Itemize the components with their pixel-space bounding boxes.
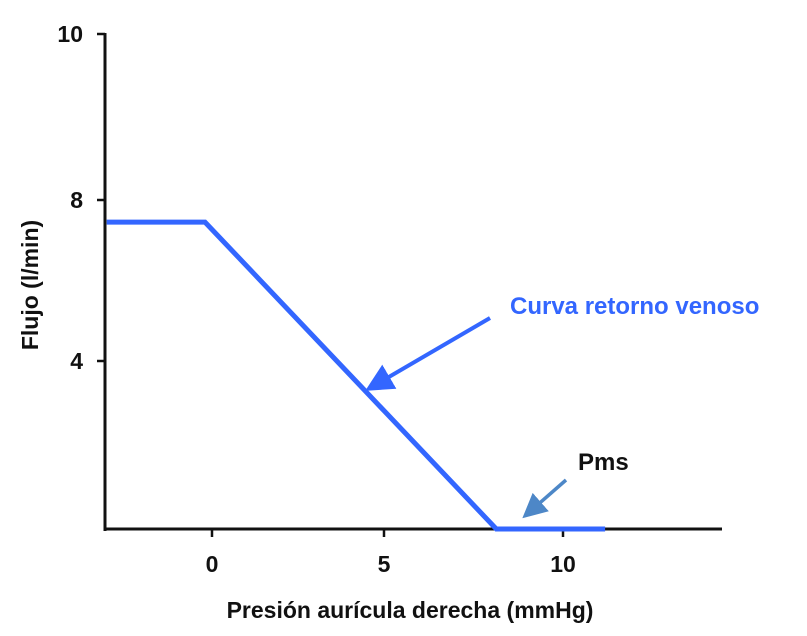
x-tick-label-0: 0 [206, 551, 219, 577]
y-tick-label-4: 4 [70, 348, 83, 374]
x-tick-label-5: 5 [378, 551, 391, 577]
annotation-pms: Pms [578, 449, 629, 476]
x-tick-label-10: 10 [550, 551, 576, 577]
x-ticks: 0 5 10 [206, 529, 576, 577]
annotation-curva-retorno-venoso: Curva retorno venoso [510, 293, 759, 320]
venous-return-curve [106, 219, 606, 532]
y-tick-label-10: 10 [57, 21, 83, 47]
y-ticks: 10 8 4 [57, 21, 105, 374]
y-tick-label-8: 8 [70, 187, 83, 213]
annotation-arrow-curva [365, 316, 492, 391]
annotation-arrow-pms [522, 478, 568, 519]
x-axis-title: Presión aurícula derecha (mmHg) [227, 597, 594, 623]
y-axis-title: Flujo (l/min) [17, 220, 43, 350]
